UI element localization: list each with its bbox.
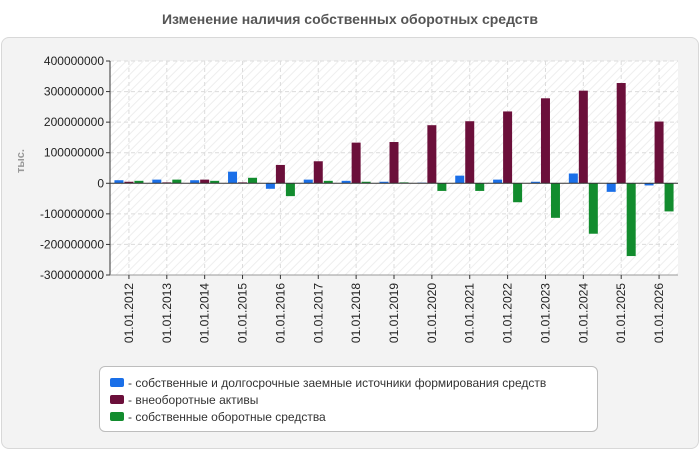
y-tick-label: -100000000 (40, 207, 104, 221)
bar-01.01.2012-s3 (134, 180, 144, 184)
bar-01.01.2016-s2 (275, 164, 285, 184)
bar-01.01.2015-s3 (248, 177, 258, 184)
bar-01.01.2022-s1 (493, 179, 503, 184)
x-tick-label: 01.01.2016 (273, 283, 287, 343)
y-tick-label: 100000000 (44, 146, 104, 160)
bar-01.01.2013-s3 (172, 179, 182, 184)
bar-01.01.2021-s1 (455, 175, 465, 184)
bar-01.01.2025-s2 (616, 83, 626, 184)
bar-01.01.2023-s3 (550, 183, 560, 218)
x-tick-label: 01.01.2019 (387, 283, 401, 343)
legend-swatch (110, 378, 124, 387)
chart-legend: - собственные и долгосрочные заемные ист… (99, 366, 598, 432)
x-tick-label: 01.01.2022 (501, 283, 515, 343)
bar-01.01.2020-s2 (427, 125, 437, 184)
bar-01.01.2017-s1 (303, 179, 313, 184)
y-tick-label: -200000000 (40, 237, 104, 251)
bar-01.01.2015-s1 (228, 171, 238, 184)
legend-label: - собственные оборотные средства (128, 409, 326, 424)
bar-01.01.2019-s1 (379, 181, 389, 184)
bar-01.01.2021-s2 (465, 121, 475, 184)
bar-01.01.2026-s1 (644, 183, 654, 186)
bar-01.01.2018-s3 (361, 181, 371, 184)
bar-01.01.2016-s1 (265, 183, 275, 189)
bar-01.01.2024-s1 (568, 173, 578, 184)
bar-01.01.2017-s3 (323, 180, 333, 184)
bar-01.01.2020-s3 (437, 183, 447, 191)
bar-01.01.2012-s2 (124, 181, 134, 184)
bar-01.01.2013-s1 (152, 179, 162, 184)
legend-swatch (110, 412, 124, 421)
x-tick-label: 01.01.2017 (311, 283, 325, 343)
bar-01.01.2026-s2 (654, 121, 664, 184)
bar-01.01.2016-s3 (285, 183, 295, 197)
legend-item-1: - собственные и долгосрочные заемные ист… (110, 374, 597, 391)
bar-01.01.2025-s1 (606, 183, 616, 192)
legend-label: - собственные и долгосрочные заемные ист… (128, 375, 547, 390)
x-tick-label: 01.01.2013 (160, 283, 174, 343)
bar-01.01.2023-s2 (540, 98, 550, 184)
x-tick-label: 01.01.2025 (614, 283, 628, 343)
bar-01.01.2018-s1 (341, 180, 351, 184)
bar-01.01.2022-s3 (513, 183, 523, 203)
bar-01.01.2012-s1 (114, 180, 124, 184)
legend-label: - внеоборотные активы (128, 392, 259, 407)
legend-item-3: - собственные оборотные средства (110, 408, 597, 425)
y-tick-label: -300000000 (40, 268, 104, 282)
y-tick-label: 200000000 (44, 115, 104, 129)
bar-01.01.2014-s3 (210, 180, 220, 184)
bar-01.01.2024-s2 (578, 90, 588, 184)
x-tick-label: 01.01.2021 (463, 283, 477, 343)
y-tick-label: 0 (97, 176, 104, 190)
x-tick-label: 01.01.2012 (122, 283, 136, 343)
bar-01.01.2024-s3 (588, 183, 598, 234)
bar-01.01.2014-s1 (190, 180, 200, 184)
x-tick-label: 01.01.2024 (576, 283, 590, 343)
bar-01.01.2014-s2 (200, 179, 210, 184)
y-axis-label: тыс. (15, 149, 27, 173)
bar-01.01.2026-s3 (664, 183, 674, 212)
bar-01.01.2022-s2 (503, 111, 513, 184)
bar-01.01.2021-s3 (475, 183, 485, 191)
y-tick-label: 300000000 (44, 85, 104, 99)
bar-01.01.2017-s2 (313, 161, 323, 184)
bar-01.01.2025-s3 (626, 183, 636, 257)
chart-title: Изменение наличия собственных оборотных … (161, 11, 539, 27)
bar-01.01.2019-s2 (389, 142, 399, 184)
x-tick-label: 01.01.2023 (538, 283, 552, 343)
legend-item-2: - внеоборотные активы (110, 391, 597, 408)
bar-01.01.2018-s2 (351, 142, 361, 184)
bar-01.01.2023-s1 (530, 181, 540, 184)
x-tick-label: 01.01.2026 (652, 283, 666, 343)
x-tick-label: 01.01.2018 (349, 283, 363, 343)
legend-swatch (110, 395, 124, 404)
x-tick-label: 01.01.2020 (425, 283, 439, 343)
x-tick-label: 01.01.2015 (236, 283, 250, 343)
x-tick-label: 01.01.2014 (198, 283, 212, 343)
y-tick-label: 400000000 (44, 54, 104, 68)
